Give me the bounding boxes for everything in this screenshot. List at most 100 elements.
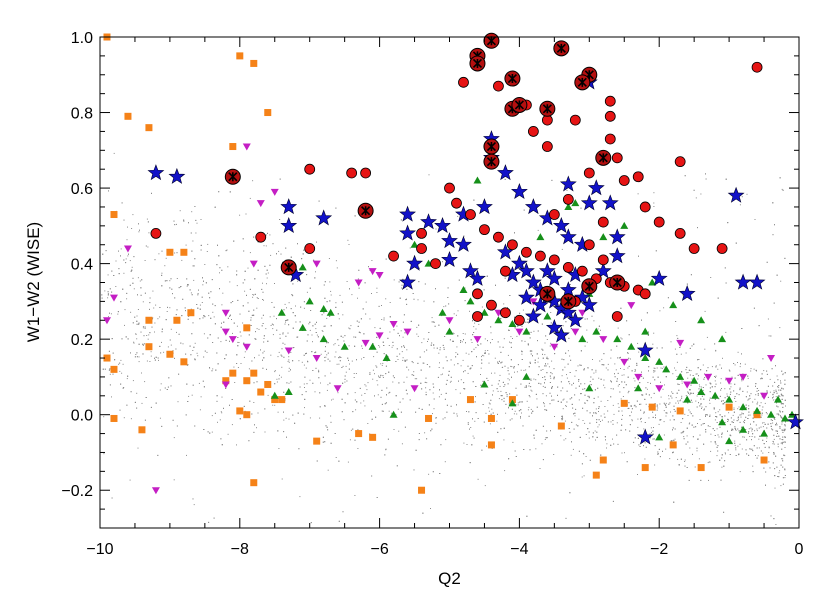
background-point — [149, 332, 151, 334]
background-point — [297, 280, 299, 282]
background-point — [588, 431, 590, 433]
background-point — [395, 395, 397, 397]
background-point — [520, 383, 522, 385]
background-point — [588, 397, 590, 399]
background-point — [282, 332, 284, 334]
background-point — [161, 285, 163, 287]
background-point — [783, 454, 785, 456]
background-point — [124, 309, 126, 311]
background-point — [118, 273, 120, 275]
background-point — [173, 479, 175, 481]
background-point — [748, 408, 750, 410]
background-point — [186, 364, 188, 366]
background-point — [664, 384, 665, 386]
background-point — [399, 353, 401, 355]
background-point — [385, 354, 387, 356]
background-point — [264, 431, 266, 433]
background-point — [381, 389, 383, 391]
background-point — [584, 422, 586, 424]
background-point — [157, 454, 159, 456]
background-point — [587, 400, 589, 402]
background-point — [477, 344, 479, 346]
background-point — [120, 359, 122, 361]
background-point — [734, 364, 736, 366]
background-point — [424, 432, 426, 434]
background-point — [307, 360, 308, 362]
background-point — [672, 373, 674, 375]
background-point — [764, 423, 766, 425]
background-point — [387, 438, 389, 440]
background-point — [200, 219, 202, 220]
background-point — [269, 234, 271, 236]
background-point — [389, 391, 391, 393]
background-point — [447, 287, 449, 289]
background-point — [757, 455, 759, 457]
background-point — [134, 401, 136, 403]
background-point — [697, 423, 698, 424]
background-point — [487, 340, 488, 342]
background-point — [361, 358, 362, 360]
background-point — [377, 394, 379, 396]
background-point — [782, 395, 784, 397]
background-point — [681, 380, 683, 382]
background-point — [572, 407, 574, 409]
background-point — [123, 387, 125, 388]
background-point — [782, 439, 784, 441]
background-point — [418, 407, 420, 409]
background-point — [542, 393, 544, 395]
background-point — [642, 377, 644, 379]
background-point — [256, 328, 258, 330]
background-point — [654, 445, 656, 447]
background-point — [414, 378, 416, 380]
background-point — [613, 443, 615, 445]
background-point — [566, 377, 568, 379]
background-point — [530, 331, 532, 333]
background-point — [689, 347, 691, 349]
background-point — [697, 438, 699, 440]
background-point — [145, 245, 147, 247]
background-point — [504, 178, 506, 180]
background-point — [154, 331, 155, 333]
background-point — [424, 381, 426, 383]
background-point — [690, 392, 692, 394]
background-point — [500, 351, 502, 353]
background-point — [203, 315, 205, 317]
background-point — [134, 356, 136, 358]
background-point — [144, 419, 146, 421]
background-point — [137, 277, 139, 279]
background-point — [428, 174, 430, 176]
background-point — [653, 392, 655, 394]
background-point — [206, 351, 208, 353]
background-point — [138, 323, 140, 325]
background-point — [200, 244, 202, 246]
background-point — [274, 370, 276, 372]
background-point — [306, 383, 308, 385]
background-point — [519, 312, 521, 314]
background-point — [262, 367, 264, 369]
background-point — [678, 464, 680, 466]
background-point — [397, 332, 399, 334]
background-point — [276, 329, 278, 331]
background-point — [324, 441, 326, 443]
background-point — [127, 375, 129, 377]
background-point — [686, 435, 688, 437]
background-point — [273, 315, 275, 317]
background-point — [169, 339, 171, 341]
background-point — [272, 328, 274, 330]
background-point — [701, 395, 703, 397]
background-point — [639, 382, 641, 384]
background-point — [393, 377, 395, 379]
background-point — [117, 311, 119, 313]
background-point — [339, 356, 341, 358]
background-point — [354, 439, 356, 441]
background-point — [271, 323, 273, 325]
background-point — [300, 306, 302, 308]
background-point — [648, 417, 650, 419]
background-point — [724, 452, 726, 454]
background-point — [595, 408, 597, 410]
background-point — [720, 389, 722, 391]
background-point — [650, 382, 651, 384]
background-point — [621, 338, 623, 340]
background-point — [561, 358, 563, 360]
